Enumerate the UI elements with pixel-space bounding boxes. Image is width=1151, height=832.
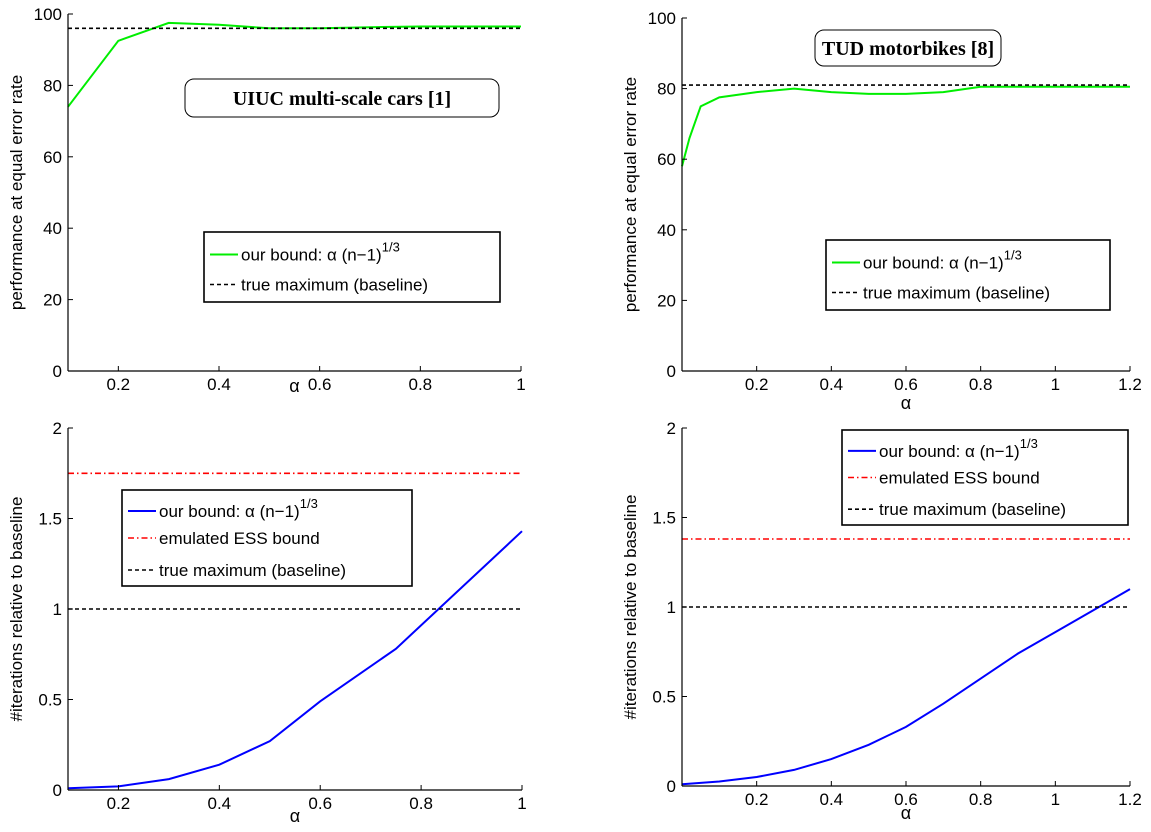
- series-line-1: [67, 530, 523, 790]
- chart-1: 0 20 40 60 80 100 0.2 0.4 0.6 0.8 1 α performance at…: [7, 5, 526, 396]
- x-tick-label: 1.2: [1118, 790, 1142, 809]
- y-axis-label: performance at equal error rate: [7, 75, 26, 310]
- x-tick-label: 1: [1051, 790, 1060, 809]
- x-tick-label: 0.4: [820, 790, 844, 809]
- y-tick-label: 0: [53, 781, 62, 800]
- legend-label-3: true maximum (baseline): [879, 500, 1066, 519]
- y-tick-label: 40: [43, 219, 62, 238]
- x-tick-label: 0.2: [107, 375, 131, 394]
- legend-box: [203, 231, 501, 303]
- x-tick-label: 0.6: [308, 794, 332, 813]
- legend-label-2: emulated ESS bound: [159, 529, 320, 548]
- y-tick-label: 2: [53, 419, 62, 438]
- x-tick-label: 0.2: [745, 790, 769, 809]
- y-tick-label: 0: [667, 777, 676, 796]
- series-line-1: [681, 85, 1130, 167]
- x-tick-label: 0.6: [894, 790, 918, 809]
- chart-4: 0 0.5 1 1.5 2 0.2 0.4 0.6 0.8 1 1.2 α #iterations re…: [621, 419, 1142, 823]
- y-tick-label: 1: [53, 600, 62, 619]
- x-tick-label: 0.8: [969, 790, 993, 809]
- legend-label-3: true maximum (baseline): [159, 561, 346, 580]
- y-tick-label: 1.5: [652, 509, 676, 528]
- chart-title-box: [184, 78, 500, 118]
- x-axis-label: α: [901, 393, 911, 413]
- x-tick-label: 0.8: [969, 375, 993, 394]
- legend-label-superscript: 1/3: [300, 496, 318, 511]
- y-tick-label: 0: [53, 362, 62, 381]
- y-tick-label: 60: [657, 150, 676, 169]
- y-tick-label: 100: [648, 9, 676, 28]
- y-tick-label: 40: [657, 221, 676, 240]
- x-tick-label: 0.6: [308, 375, 332, 394]
- x-tick-label: 0.4: [820, 375, 844, 394]
- y-tick-label: 0.5: [38, 691, 62, 710]
- x-tick-label: 0.6: [894, 375, 918, 394]
- chart-2: 0 20 40 60 80 100 0.2 0.4 0.6 0.8 1 1.2 α performance…: [621, 9, 1142, 413]
- chart-title: TUD motorbikes [8]: [822, 38, 994, 60]
- y-tick-label: 20: [657, 291, 676, 310]
- legend-box: [121, 489, 413, 587]
- y-tick-label: 20: [43, 291, 62, 310]
- y-tick-label: 0.5: [652, 688, 676, 707]
- y-tick-label: 2: [667, 419, 676, 438]
- x-tick-label: 0.4: [207, 375, 231, 394]
- y-tick-label: 0: [667, 362, 676, 381]
- y-axis-label: #iterations relative to baseline: [7, 497, 26, 722]
- x-tick-label: 0.2: [745, 375, 769, 394]
- legend-label-2: true maximum (baseline): [863, 284, 1050, 303]
- y-axis-label: #iterations relative to baseline: [621, 495, 640, 720]
- x-axis-label: α: [290, 806, 300, 826]
- y-tick-label: 1.5: [38, 510, 62, 529]
- y-tick-label: 60: [43, 148, 62, 167]
- x-tick-label: 0.4: [208, 794, 232, 813]
- x-tick-label: 1.2: [1118, 375, 1142, 394]
- legend-label-2: emulated ESS bound: [879, 469, 1040, 488]
- chart-3: 0 0.5 1 1.5 2 0.2 0.4 0.6 0.8 1 α #iterations relat…: [7, 419, 527, 826]
- x-tick-label: 0.2: [107, 794, 131, 813]
- x-axis-label: α: [289, 376, 299, 396]
- chart-title: UIUC multi-scale cars [1]: [233, 88, 451, 110]
- series-line-1: [681, 588, 1131, 786]
- legend-box: [825, 239, 1111, 311]
- x-tick-label: 1: [516, 375, 525, 394]
- x-tick-label: 0.8: [409, 794, 433, 813]
- y-tick-label: 1: [667, 598, 676, 617]
- legend-label-superscript: 1/3: [1004, 248, 1022, 263]
- legend-box: [841, 429, 1129, 526]
- legend-label-superscript: 1/3: [1020, 436, 1038, 451]
- legend-label-superscript: 1/3: [382, 240, 400, 255]
- y-tick-label: 80: [43, 76, 62, 95]
- y-axis-label: performance at equal error rate: [621, 77, 640, 312]
- x-tick-label: 0.8: [409, 375, 433, 394]
- x-tick-label: 1: [517, 794, 526, 813]
- y-tick-label: 100: [34, 5, 62, 24]
- x-axis-label: α: [901, 803, 911, 823]
- x-tick-label: 1: [1051, 375, 1060, 394]
- legend-label-2: true maximum (baseline): [241, 276, 428, 295]
- y-tick-label: 80: [657, 80, 676, 99]
- chart-title-box: [814, 29, 1002, 67]
